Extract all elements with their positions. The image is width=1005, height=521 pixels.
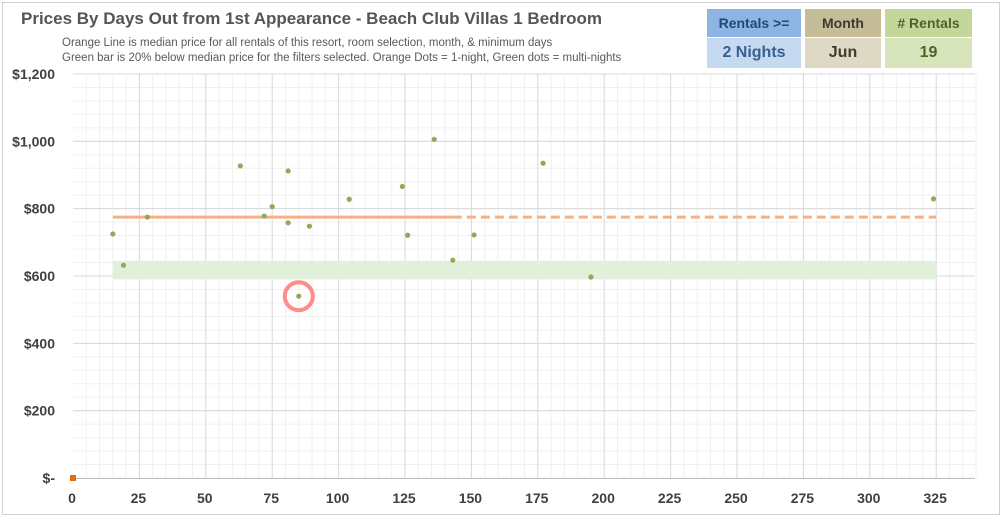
multi-night-point [285,220,291,226]
rentals-filter-value[interactable]: 2 Nights [707,38,801,68]
multi-night-point [346,196,352,202]
y-tick-label: $800 [24,201,55,217]
multi-night-point [471,232,477,238]
x-tick-label: 275 [791,490,815,506]
x-tick-label: 50 [197,490,213,506]
x-tick-label: 150 [459,490,483,506]
rentals-filter-label[interactable]: Rentals >= [707,9,801,37]
x-tick-label: 225 [658,490,682,506]
y-tick-label: $1,000 [12,133,55,149]
x-tick-label: 175 [525,490,549,506]
x-tick-label: 0 [68,490,76,506]
x-tick-label: 200 [592,490,616,506]
highlight-circle [282,280,315,313]
month-filter-label[interactable]: Month [805,9,881,37]
x-tick-label: 100 [326,490,350,506]
discount-band [112,260,937,280]
y-tick-label: $400 [24,335,55,351]
x-tick-label: 125 [392,490,416,506]
multi-night-point [120,262,127,268]
chart-frame [2,2,1000,515]
multi-night-point [261,213,267,219]
x-tick-label: 325 [924,490,948,506]
multi-night-point [399,183,405,190]
x-tick-label: 25 [131,490,147,506]
multi-night-point [296,293,302,299]
subtitle-line-2: Green bar is 20% below median price for … [62,52,622,64]
multi-night-point [540,160,546,166]
multi-night-point [144,214,150,220]
x-tick-label: 250 [724,490,748,506]
multi-night-point [110,231,116,237]
rental-count-label: # Rentals [885,9,972,37]
multi-night-point [431,136,437,142]
x-tick-label: 75 [263,490,279,506]
y-tick-label: $200 [24,403,55,419]
rental-count-value: 19 [885,38,972,68]
one-night-point [70,475,76,481]
multi-night-point [306,223,312,229]
y-tick-label: $- [43,470,56,486]
y-tick-label: $600 [24,268,55,284]
multi-night-point [237,163,243,169]
multi-night-point [269,204,275,210]
month-filter-value[interactable]: Jun [805,38,881,68]
multi-night-point [285,168,291,174]
chart-title: Prices By Days Out from 1st Appearance -… [21,9,603,28]
multi-night-point [450,257,456,263]
multi-night-point [930,196,937,202]
x-tick-label: 300 [857,490,881,506]
y-tick-label: $1,200 [12,66,55,82]
subtitle-line-1: Orange Line is median price for all rent… [62,37,553,49]
multi-night-point [405,232,411,238]
multi-night-point [588,274,594,280]
